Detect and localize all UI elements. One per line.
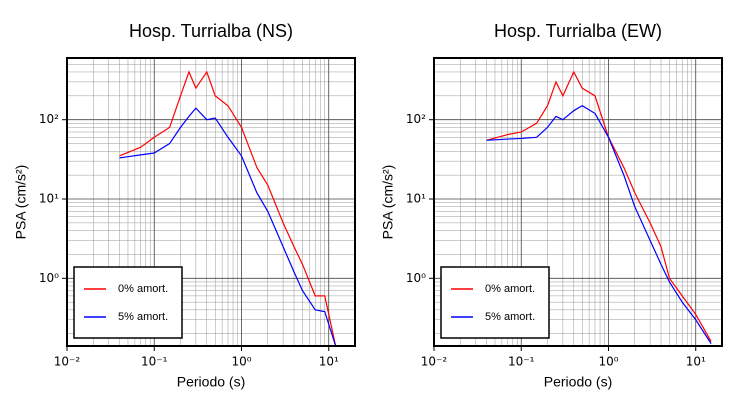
series-line <box>119 107 337 346</box>
y-tick-label: 10¹ <box>406 191 426 205</box>
plot-frame <box>433 57 723 347</box>
x-tick-label: 10⁻¹ <box>508 355 535 369</box>
legend-label: 5% amort. <box>485 311 535 323</box>
series-line <box>486 70 712 342</box>
legend-box <box>73 266 183 339</box>
y-tick-label: 10² <box>39 112 59 126</box>
series-line <box>486 105 712 344</box>
y-axis-label: PSA (cm/s²) <box>380 165 396 240</box>
x-tick-label: 10⁻² <box>54 355 81 369</box>
x-axis-label: Periodo (s) <box>544 374 612 390</box>
legend-label: 0% amort. <box>485 283 535 295</box>
chart-title: Hosp. Turrialba (NS) <box>129 21 293 41</box>
y-tick-label: 10⁰ <box>39 271 59 285</box>
y-axis-label: PSA (cm/s²) <box>13 165 29 240</box>
x-tick-label: 10⁰ <box>598 355 618 369</box>
x-tick-label: 10¹ <box>686 355 706 369</box>
legend-box <box>440 266 550 339</box>
legend-label: 0% amort. <box>118 283 168 295</box>
y-tick-label: 10¹ <box>39 191 59 205</box>
x-tick-label: 10⁰ <box>231 355 251 369</box>
series-line <box>119 70 337 346</box>
x-tick-label: 10⁻¹ <box>141 355 168 369</box>
x-tick-label: 10⁻² <box>421 355 448 369</box>
y-tick-label: 10⁰ <box>406 271 426 285</box>
y-tick-label: 10² <box>406 112 426 126</box>
chart-title: Hosp. Turrialba (EW) <box>494 21 662 41</box>
plot-frame <box>66 57 356 347</box>
legend-label: 5% amort. <box>118 311 168 323</box>
x-tick-label: 10¹ <box>319 355 339 369</box>
x-axis-label: Periodo (s) <box>177 374 245 390</box>
